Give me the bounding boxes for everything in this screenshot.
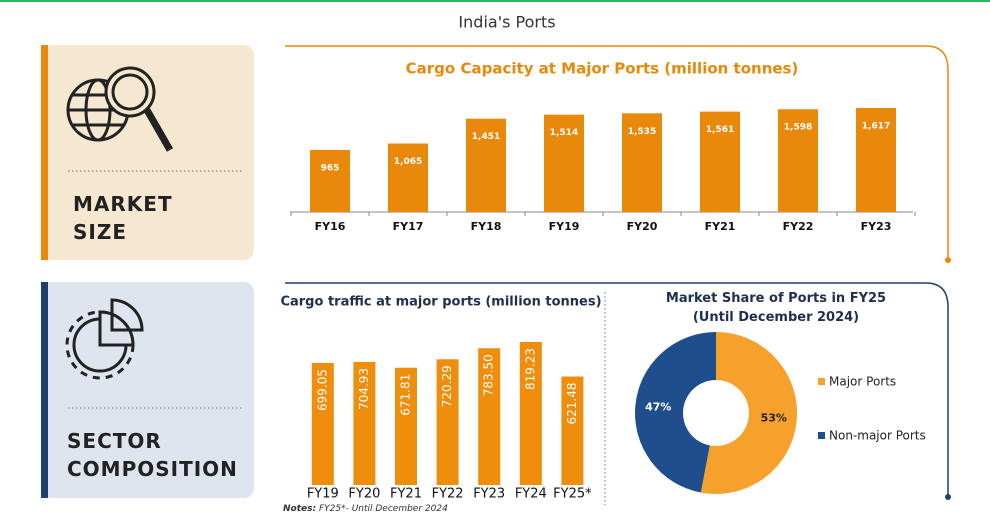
section-label: MARKET SIZE xyxy=(73,192,173,244)
value-label: 1,514 xyxy=(550,128,578,138)
top-rule xyxy=(0,0,990,2)
frame-dot xyxy=(945,257,951,263)
value-label: 621.48 xyxy=(565,383,579,425)
sector-panel xyxy=(41,282,254,498)
x-tick-label: FY25* xyxy=(553,487,592,502)
page-title: India's Ports xyxy=(458,13,555,32)
bar xyxy=(478,348,501,485)
notes-label: Notes: xyxy=(283,504,317,513)
value-label: 965 xyxy=(321,163,340,173)
gear-pie-icon xyxy=(65,298,144,380)
legend-swatch xyxy=(818,432,825,439)
x-tick-label: FY20 xyxy=(348,487,380,502)
notes: Notes: FY25*- Until December 2024 xyxy=(283,504,448,513)
bar xyxy=(388,143,428,212)
bar xyxy=(561,376,584,485)
value-label: 819.23 xyxy=(523,348,537,390)
x-tick-label: FY21 xyxy=(705,220,736,233)
bar xyxy=(622,113,662,212)
bar xyxy=(395,367,417,485)
chart-title: Cargo traffic at major ports (million to… xyxy=(280,295,601,310)
x-tick-label: FY20 xyxy=(627,220,658,233)
x-tick-label: FY22 xyxy=(432,487,464,502)
value-label: 1,065 xyxy=(394,157,422,167)
pie-slice xyxy=(634,332,716,493)
chart-title: Cargo Capacity at Major Ports (million t… xyxy=(406,60,799,78)
value-label: 699.05 xyxy=(315,369,329,411)
value-label: 1,617 xyxy=(862,122,890,132)
value-label: 704.93 xyxy=(357,368,371,410)
panel-accent xyxy=(41,282,48,498)
value-label: 1,451 xyxy=(472,132,500,142)
section-label: SECTOR COMPOSITION xyxy=(67,429,238,481)
legend-label: Major Ports xyxy=(829,375,896,389)
bar xyxy=(311,362,334,485)
x-tick-label: FY19 xyxy=(307,487,339,502)
globe-icon xyxy=(66,66,174,152)
x-tick-label: FY16 xyxy=(315,220,346,233)
bar xyxy=(519,342,542,485)
pie-slice xyxy=(700,332,797,494)
bar xyxy=(436,359,459,485)
legend-swatch xyxy=(818,378,825,385)
frame xyxy=(285,282,949,496)
frame-dot xyxy=(945,494,951,500)
x-tick-label: FY23 xyxy=(473,487,505,502)
frame xyxy=(285,45,949,259)
x-tick-label: FY18 xyxy=(471,220,502,233)
value-label: 1,598 xyxy=(784,123,812,133)
panel-accent xyxy=(41,45,48,260)
value-label: 1,535 xyxy=(628,127,656,137)
value-label: 1,561 xyxy=(706,125,734,135)
x-tick-label: FY23 xyxy=(861,220,892,233)
bar xyxy=(778,109,818,212)
value-label: 783.50 xyxy=(482,354,496,396)
bar xyxy=(856,108,896,212)
x-tick-label: FY24 xyxy=(515,487,547,502)
x-tick-label: FY22 xyxy=(783,220,814,233)
x-tick-label: FY21 xyxy=(390,487,422,502)
value-label: 720.29 xyxy=(440,365,454,407)
bar xyxy=(544,114,584,212)
value-label: 671.81 xyxy=(399,374,413,416)
value-label: 53% xyxy=(761,411,787,424)
bar xyxy=(466,118,506,212)
x-tick-label: FY19 xyxy=(549,220,580,233)
x-tick-label: FY17 xyxy=(393,220,424,233)
market-panel xyxy=(41,45,254,260)
bar xyxy=(700,111,740,212)
value-label: 47% xyxy=(645,401,671,414)
bar xyxy=(353,361,376,485)
legend-label: Non-major Ports xyxy=(829,429,926,443)
bar xyxy=(310,149,350,212)
chart-title: Market Share of Ports in FY25 (Until Dec… xyxy=(665,291,887,325)
notes-text: FY25*- Until December 2024 xyxy=(318,504,448,513)
